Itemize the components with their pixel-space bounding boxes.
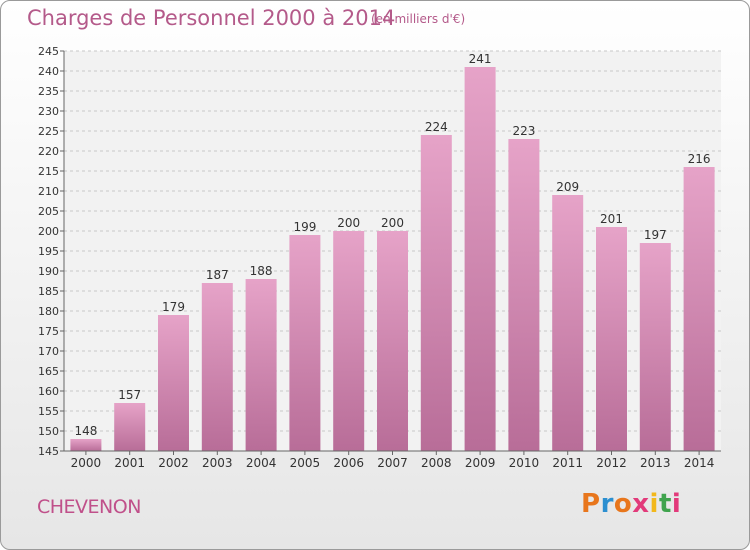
x-tick-label: 2014 (684, 456, 715, 470)
bar-2014[interactable] (683, 167, 715, 451)
data-label: 224 (425, 120, 448, 134)
logo-letter: P (581, 489, 601, 519)
data-label: 200 (337, 216, 360, 230)
y-tick-label: 200 (38, 225, 59, 238)
y-tick-label: 160 (38, 385, 59, 398)
y-tick-label: 185 (38, 285, 59, 298)
data-label: 179 (162, 300, 185, 314)
y-tick-label: 230 (38, 105, 59, 118)
y-tick-label: 245 (38, 45, 59, 58)
data-label: 187 (206, 268, 229, 282)
y-tick-label: 210 (38, 185, 59, 198)
chart-subtitle: (en milliers d'€) (371, 12, 466, 26)
logo-letter: i (649, 489, 659, 519)
y-tick-label: 155 (38, 405, 59, 418)
data-label: 157 (118, 388, 141, 402)
x-tick-label: 2007 (377, 456, 408, 470)
y-tick-label: 220 (38, 145, 59, 158)
bar-2012[interactable] (596, 227, 627, 451)
logo-letter: i (671, 489, 682, 519)
chart-title: Charges de Personnel 2000 à 2014 (27, 6, 396, 30)
bar-2013[interactable] (639, 243, 671, 451)
y-tick-label: 240 (38, 65, 59, 78)
data-label: 201 (600, 212, 623, 226)
data-label: 148 (74, 424, 97, 438)
data-label: 200 (381, 216, 404, 230)
x-tick-label: 2010 (509, 456, 540, 470)
y-tick-label: 195 (38, 245, 59, 258)
x-tick-label: 2002 (158, 456, 189, 470)
proxiti-logo[interactable]: Proxiti (581, 489, 681, 519)
bar-2005[interactable] (289, 235, 321, 451)
commune-name: CHEVENON (37, 496, 141, 518)
data-label: 216 (688, 152, 711, 166)
bar-2000[interactable] (70, 439, 102, 451)
y-tick-label: 205 (38, 205, 59, 218)
y-tick-label: 170 (38, 345, 59, 358)
bar-2010[interactable] (508, 139, 540, 451)
x-tick-label: 2001 (114, 456, 145, 470)
x-tick-label: 2005 (290, 456, 321, 470)
bar-2004[interactable] (245, 279, 277, 451)
y-tick-label: 215 (38, 165, 59, 178)
x-tick-label: 2011 (552, 456, 583, 470)
bar-2009[interactable] (464, 67, 496, 451)
bar-2002[interactable] (158, 315, 189, 451)
x-tick-label: 2013 (640, 456, 671, 470)
x-tick-label: 2006 (333, 456, 364, 470)
data-label: 197 (644, 228, 667, 242)
bar-2011[interactable] (552, 195, 584, 451)
logo-letter: r (600, 489, 614, 519)
y-tick-label: 190 (38, 265, 59, 278)
y-tick-label: 145 (38, 445, 59, 458)
y-tick-label: 225 (38, 125, 59, 138)
x-tick-label: 2008 (421, 456, 452, 470)
y-tick-label: 165 (38, 365, 59, 378)
data-label: 188 (250, 264, 273, 278)
y-tick-label: 180 (38, 305, 59, 318)
data-label: 209 (556, 180, 579, 194)
x-tick-label: 2009 (465, 456, 496, 470)
logo-letter: x (632, 489, 650, 519)
bar-2003[interactable] (201, 283, 233, 451)
x-tick-label: 2000 (71, 456, 102, 470)
data-label: 223 (512, 124, 535, 138)
bar-2006[interactable] (333, 231, 365, 451)
x-tick-label: 2012 (596, 456, 627, 470)
y-tick-label: 235 (38, 85, 59, 98)
y-tick-label: 150 (38, 425, 59, 438)
bar-2008[interactable] (420, 135, 452, 451)
bar-2007[interactable] (377, 231, 408, 451)
bar-2001[interactable] (114, 403, 146, 451)
x-tick-label: 2004 (246, 456, 277, 470)
x-tick-label: 2003 (202, 456, 233, 470)
data-label: 241 (469, 52, 492, 66)
logo-letter: t (658, 489, 672, 519)
logo-letter: o (613, 489, 633, 519)
y-tick-label: 175 (38, 325, 59, 338)
data-label: 199 (293, 220, 316, 234)
